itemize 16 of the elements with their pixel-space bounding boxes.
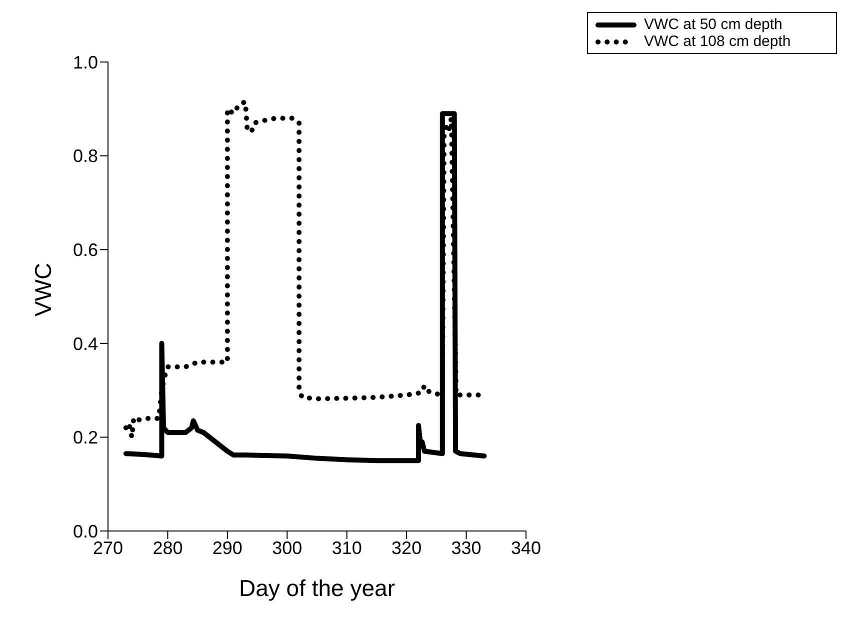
- legend-label: VWC at 108 cm depth: [644, 33, 791, 50]
- y-axis-title: VWC: [30, 262, 56, 316]
- x-tick-label: 280: [152, 538, 183, 558]
- y-tick-label: 0.2: [72, 428, 98, 448]
- x-tick-label: 340: [510, 538, 542, 558]
- legend-label: VWC at 50 cm depth: [644, 16, 782, 33]
- x-tick-label: 300: [272, 538, 302, 558]
- x-tick-label: 330: [451, 538, 482, 558]
- x-axis-title: Day of the year: [239, 575, 396, 601]
- y-tick-label: 1.0: [72, 52, 98, 72]
- y-tick-label: 0.4: [72, 334, 98, 354]
- x-tick-label: 320: [392, 538, 422, 558]
- y-tick-label: 0.8: [72, 146, 98, 166]
- x-tick-label: 310: [332, 538, 362, 558]
- x-tick-label: 290: [212, 538, 242, 558]
- y-tick-label: 0.6: [72, 240, 98, 260]
